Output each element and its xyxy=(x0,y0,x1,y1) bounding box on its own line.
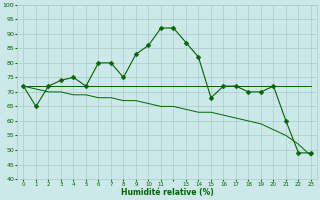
X-axis label: Humidité relative (%): Humidité relative (%) xyxy=(121,188,213,197)
